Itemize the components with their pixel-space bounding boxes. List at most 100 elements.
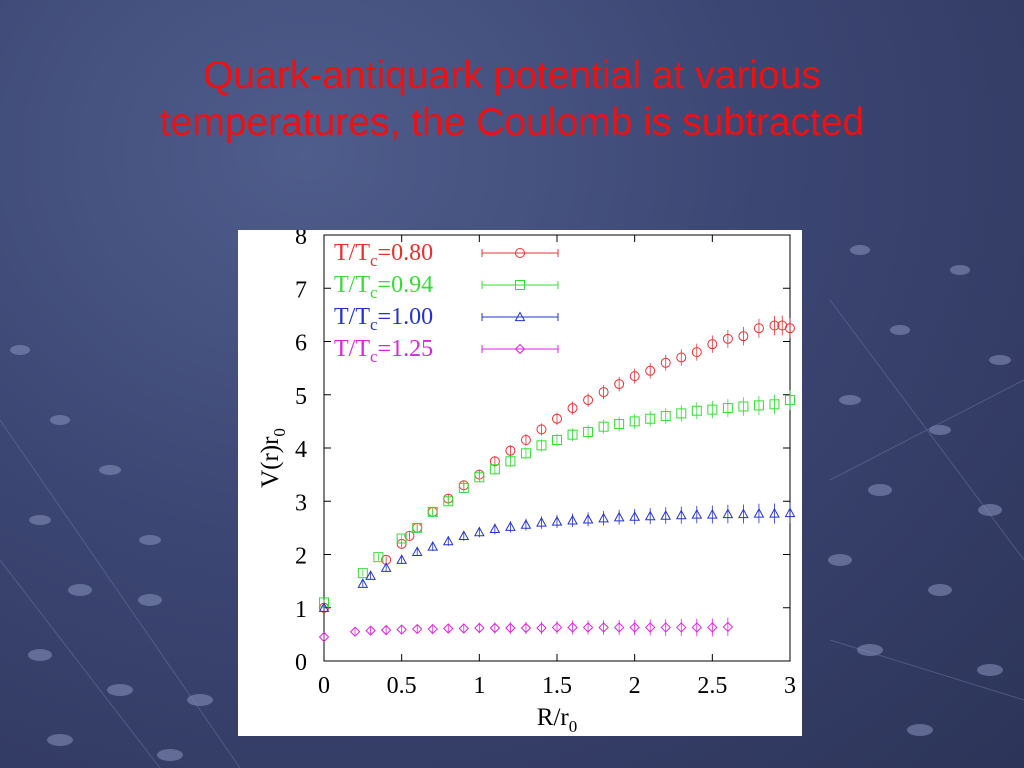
data-point <box>458 623 470 634</box>
x-tick-label: 0 <box>318 673 330 699</box>
data-point <box>753 507 765 518</box>
data-point <box>598 421 609 432</box>
y-tick-label: 7 <box>295 277 307 303</box>
data-point <box>691 405 702 416</box>
slide-title: Quark-antiquark potential at various tem… <box>0 52 1024 146</box>
data-point <box>536 424 547 435</box>
legend-marker <box>514 311 526 322</box>
data-point <box>644 622 656 633</box>
data-point <box>598 387 609 398</box>
legend-label: T/Tc=1.25 <box>334 336 433 366</box>
data-point <box>706 509 718 519</box>
x-tick-label: 3 <box>784 673 796 699</box>
data-point <box>707 622 718 633</box>
data-point <box>365 570 376 580</box>
series-1 <box>319 315 795 613</box>
data-point <box>598 622 609 633</box>
y-tick-label: 8 <box>295 230 307 250</box>
data-point <box>769 507 780 518</box>
data-point <box>536 517 547 527</box>
data-point <box>645 413 656 424</box>
data-point <box>660 411 671 422</box>
data-point <box>582 513 594 524</box>
x-tick-label: 0.5 <box>387 673 417 699</box>
data-point <box>785 323 795 334</box>
data-point <box>489 523 501 534</box>
data-point <box>644 510 656 521</box>
data-point <box>536 622 547 634</box>
data-point <box>396 624 407 635</box>
legend-label: T/Tc=1.00 <box>334 304 433 334</box>
data-point <box>357 578 369 588</box>
data-point <box>396 533 407 544</box>
data-point <box>614 419 625 430</box>
data-point <box>707 404 718 415</box>
data-point <box>520 622 532 634</box>
data-point <box>660 622 671 633</box>
x-axis-label: R/r0 <box>537 704 577 736</box>
data-point <box>613 622 625 633</box>
y-tick-label: 2 <box>295 544 307 570</box>
data-point <box>443 623 454 634</box>
data-point <box>373 552 384 563</box>
data-point <box>552 413 562 424</box>
data-point <box>505 456 516 467</box>
data-point <box>489 622 501 634</box>
data-point <box>784 507 796 518</box>
data-point <box>567 622 578 633</box>
data-point <box>691 622 703 633</box>
x-tick-label: 1.5 <box>542 673 572 699</box>
legend-label: T/Tc=0.94 <box>334 272 433 302</box>
data-point <box>458 530 470 540</box>
data-point <box>738 508 749 519</box>
data-point <box>738 401 749 412</box>
data-point <box>427 506 438 517</box>
x-tick-label: 1 <box>473 673 485 699</box>
slide-title-line-1: Quark-antiquark potential at various <box>203 54 821 97</box>
potential-scatter-chart: 0 0.5 1 1.5 2 2.5 3 0 1 2 3 4 5 6 7 8 R/r0 V(r)r0 T/Tc=0.8… <box>257 230 796 736</box>
data-point <box>505 445 516 456</box>
data-point <box>691 347 702 358</box>
y-tick-label: 4 <box>295 437 307 463</box>
data-point <box>676 352 687 363</box>
data-point <box>645 365 656 376</box>
data-point <box>520 519 532 529</box>
data-point <box>583 427 594 438</box>
y-axis-label: V(r)r0 <box>257 428 289 488</box>
data-point <box>629 511 641 521</box>
data-point <box>380 562 392 572</box>
data-point <box>474 472 485 483</box>
data-point <box>582 622 594 633</box>
data-point <box>753 400 764 411</box>
data-point <box>722 508 734 519</box>
y-tick-label: 6 <box>295 331 307 357</box>
data-point <box>412 522 423 533</box>
slide-title-line-2: temperatures, the Coulomb is subtracted <box>159 101 865 144</box>
y-tick-label: 0 <box>295 650 307 676</box>
data-point <box>567 429 578 440</box>
data-point <box>552 435 562 446</box>
data-point <box>660 357 671 368</box>
x-tick-label: 2.5 <box>697 673 727 699</box>
data-point <box>629 416 640 427</box>
data-point <box>551 515 563 526</box>
data-point <box>753 323 764 334</box>
data-point <box>769 399 780 410</box>
data-point <box>404 530 415 541</box>
data-point <box>357 568 368 579</box>
data-point <box>380 624 392 636</box>
data-point <box>676 408 687 419</box>
data-point <box>676 622 687 633</box>
data-point <box>722 621 734 633</box>
data-point <box>777 320 788 331</box>
x-tick-label: 2 <box>629 673 641 699</box>
data-point <box>675 509 687 520</box>
data-point <box>567 403 578 414</box>
series-3 <box>318 502 796 612</box>
data-point <box>520 435 531 446</box>
data-point <box>738 331 749 342</box>
data-point <box>691 509 703 519</box>
data-point <box>349 626 361 637</box>
y-tick-label: 3 <box>295 490 307 516</box>
data-point <box>629 371 640 382</box>
